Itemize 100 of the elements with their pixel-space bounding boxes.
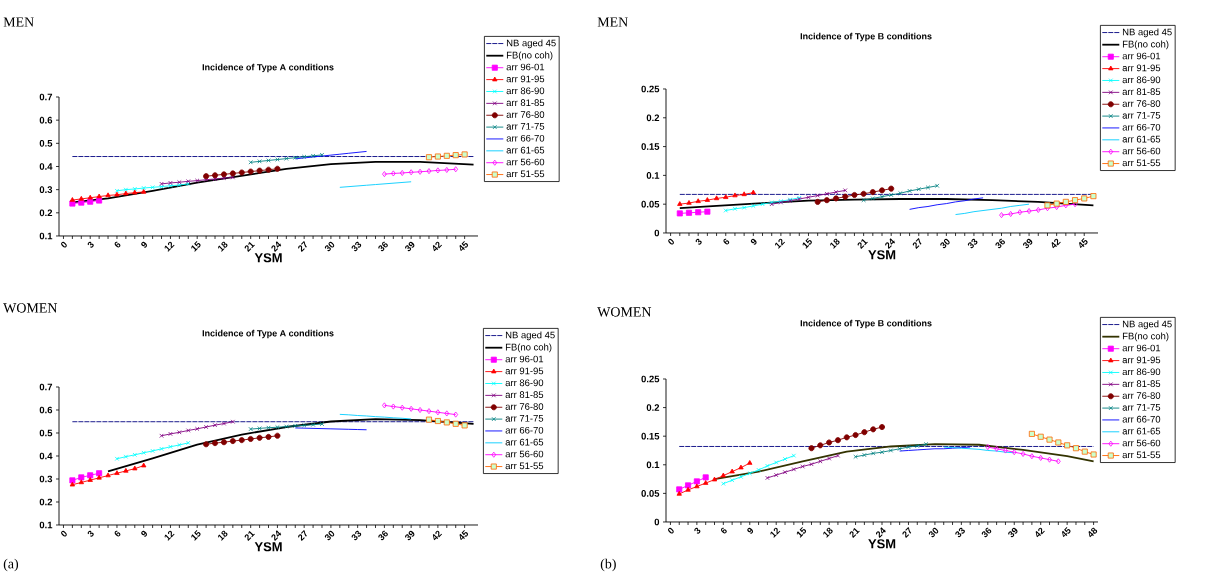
- point: [390, 403, 396, 410]
- point: [765, 463, 770, 469]
- legend-label: arr 61-65: [506, 146, 545, 154]
- x-tick-label: 18: [218, 241, 228, 252]
- point: [702, 474, 709, 481]
- legend-label: arr 86-90: [1122, 368, 1161, 376]
- point: [177, 430, 182, 435]
- point: [435, 409, 441, 416]
- point: [704, 197, 711, 202]
- point: [123, 454, 129, 459]
- point: [425, 416, 432, 423]
- point: [284, 156, 289, 161]
- point: [265, 433, 272, 440]
- point: [1008, 210, 1014, 217]
- point: [676, 486, 683, 493]
- point: [78, 195, 84, 201]
- x-tick-label: 39: [405, 241, 415, 252]
- point: [685, 482, 692, 489]
- x-tick-label: 15: [191, 241, 201, 252]
- legend-label: arr 61-65: [1122, 427, 1161, 435]
- point: [1090, 451, 1097, 458]
- point: [301, 423, 307, 428]
- point: [247, 435, 254, 442]
- point: [695, 198, 701, 203]
- point: [732, 206, 738, 212]
- point: [443, 419, 450, 426]
- point: [96, 474, 102, 480]
- legend-label: arr 81-85: [506, 99, 545, 107]
- legend-label: arr 51-55: [505, 462, 544, 470]
- point: [1047, 456, 1052, 463]
- point: [833, 189, 839, 195]
- line-series: [909, 197, 984, 210]
- x-tick-label: 39: [1008, 527, 1018, 538]
- x-tick-label: 24: [271, 241, 282, 252]
- point: [1003, 447, 1008, 454]
- point: [96, 193, 102, 199]
- point: [1020, 450, 1026, 457]
- point: [1072, 197, 1079, 204]
- point: [265, 166, 272, 173]
- point: [221, 421, 227, 426]
- legend-label: arr 71-75: [506, 123, 545, 130]
- legend-label: arr 66-70: [506, 134, 545, 142]
- point: [695, 209, 702, 216]
- point: [773, 472, 779, 478]
- point: [105, 192, 111, 198]
- point: [434, 418, 441, 425]
- legend-label: arr 66-70: [1122, 123, 1161, 131]
- legend-label: NB aged 45: [1122, 28, 1172, 38]
- y-tick-label: 0.2: [39, 209, 53, 217]
- point: [293, 155, 298, 160]
- point: [203, 173, 210, 180]
- point: [69, 481, 76, 487]
- point: [444, 166, 450, 173]
- x-tick-label: 36: [378, 530, 388, 541]
- point: [925, 185, 931, 190]
- point: [132, 465, 138, 471]
- point: [1037, 433, 1044, 440]
- y-tick-label: 0.1: [39, 232, 53, 240]
- point: [906, 444, 911, 450]
- y-tick-label: 0.5: [39, 139, 53, 147]
- point: [1029, 453, 1035, 460]
- point: [676, 490, 682, 496]
- point: [444, 410, 450, 417]
- text: WOMEN: [597, 307, 652, 317]
- point: [123, 187, 129, 192]
- legend-label: arr 56-60: [1122, 147, 1161, 155]
- y-tick-label: 0.15: [641, 143, 660, 150]
- y-tick-label: 0.1: [646, 172, 660, 179]
- x-tick-label: 27: [912, 238, 922, 249]
- x-tick-label: 33: [351, 241, 362, 252]
- point: [168, 444, 173, 450]
- point: [1017, 209, 1023, 216]
- y-tick-label: 0.05: [641, 200, 660, 208]
- point: [782, 456, 788, 462]
- y-tick-label: 0.2: [646, 114, 660, 122]
- point: [212, 440, 219, 447]
- point: [782, 469, 788, 475]
- x-axis-title: YSM: [254, 253, 282, 263]
- point: [141, 450, 146, 455]
- legend-label: arr 91-95: [505, 367, 544, 375]
- legend-label: arr 76-80: [506, 111, 545, 118]
- x-tick-label: 45: [1062, 527, 1071, 538]
- x-tick-label: 0: [668, 527, 674, 534]
- x-tick-label: 9: [141, 530, 147, 537]
- x-tick-label: 12: [775, 238, 786, 249]
- point: [105, 472, 111, 478]
- point: [870, 451, 876, 456]
- point: [150, 448, 155, 454]
- point: [212, 422, 218, 428]
- point: [177, 442, 182, 448]
- point: [87, 477, 93, 482]
- point: [275, 425, 280, 430]
- x-tick-label: 3: [694, 527, 701, 534]
- point: [256, 434, 263, 441]
- point: [150, 185, 155, 190]
- legend-label: NB aged 45: [1122, 320, 1172, 330]
- x-tick-label: 45: [1079, 238, 1088, 249]
- point: [826, 456, 832, 461]
- x-tick-label: 42: [1035, 527, 1045, 538]
- point: [220, 171, 227, 178]
